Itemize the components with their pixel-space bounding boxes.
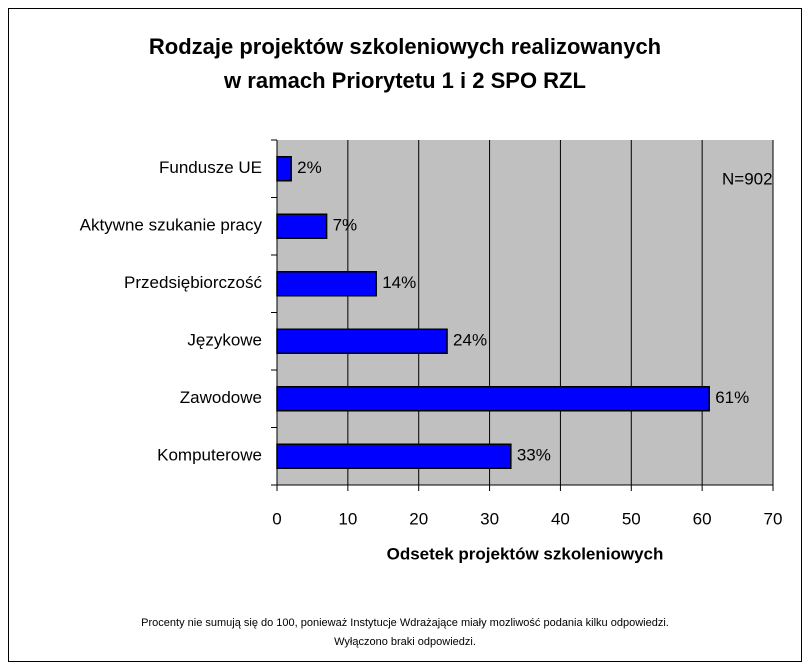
y-tick-label: Przedsiębiorczość — [124, 273, 262, 292]
x-axis-label: Odsetek projektów szkoleniowych — [387, 544, 664, 563]
bar — [276, 271, 377, 297]
data-label: 14% — [382, 273, 416, 292]
bar — [276, 213, 328, 239]
x-tick-label: 50 — [622, 509, 641, 528]
y-tick-label: Fundusze UE — [159, 158, 262, 177]
chart-title: w ramach Priorytetu 1 i 2 SPO RZL — [223, 68, 586, 93]
x-tick-label: 70 — [764, 509, 783, 528]
annotation: N=902 — [722, 169, 773, 188]
y-tick-label: Komputerowe — [157, 446, 262, 465]
x-tick-label: 30 — [480, 509, 499, 528]
x-tick-label: 0 — [272, 509, 281, 528]
bar — [276, 156, 292, 182]
x-tick-label: 60 — [693, 509, 712, 528]
bar — [276, 386, 710, 412]
x-tick-label: 40 — [551, 509, 570, 528]
data-label: 61% — [715, 388, 749, 407]
footnote: Procenty nie sumują się do 100, ponieważ… — [141, 617, 669, 629]
y-tick-label: Aktywne szukanie pracy — [80, 216, 263, 235]
chart-title: Rodzaje projektów szkoleniowych realizow… — [149, 34, 661, 59]
data-label: 2% — [297, 158, 322, 177]
y-tick-label: Zawodowe — [180, 388, 262, 407]
x-tick-label: 20 — [409, 509, 428, 528]
data-label: 24% — [453, 331, 487, 350]
bar — [276, 443, 512, 469]
bar — [276, 328, 448, 354]
y-tick-label: Językowe — [187, 331, 262, 350]
plot-area — [277, 140, 773, 485]
footnote: Wyłączono braki odpowiedzi. — [334, 636, 476, 648]
x-tick-label: 10 — [338, 509, 357, 528]
data-label: 7% — [333, 216, 358, 235]
data-label: 33% — [517, 446, 551, 465]
